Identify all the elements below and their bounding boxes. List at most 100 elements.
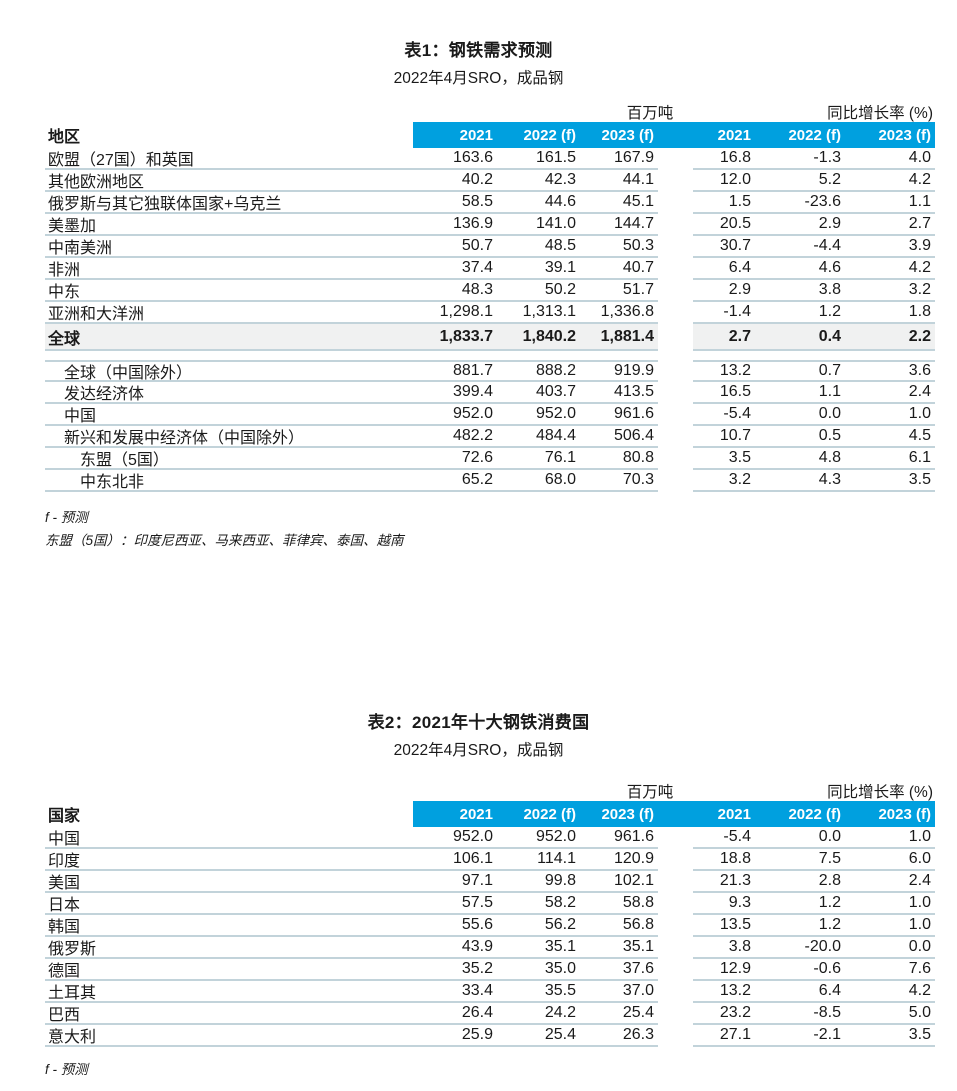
column-spacer <box>658 893 693 915</box>
cell-value: 18.8 <box>719 850 751 867</box>
row-right-block: 6.4 4.6 4.2 <box>693 258 935 280</box>
table-row: 欧盟（27国）和英国 163.6 161.5 167.9 16.8 -1.3 4.0 <box>45 148 935 170</box>
column-spacer <box>658 382 693 404</box>
cell-value: 2.4 <box>908 872 931 889</box>
cell-value: 2.9 <box>728 281 751 298</box>
column-spacer <box>658 981 693 1003</box>
row-right-block: 13.5 1.2 1.0 <box>693 915 935 937</box>
cell-value: 919.9 <box>613 362 654 379</box>
cell-value: 1,336.8 <box>600 303 654 320</box>
cell-value: 1.0 <box>908 894 931 911</box>
cell-value: -5.4 <box>723 828 751 845</box>
row-left-block: 美墨加 136.9 141.0 144.7 <box>45 214 658 236</box>
cell-value: 35.1 <box>622 938 654 955</box>
table-row: 俄罗斯 43.9 35.1 35.1 3.8 -20.0 0.0 <box>45 937 935 959</box>
cell-value: 2.9 <box>818 215 841 232</box>
cell-value: 167.9 <box>613 149 654 166</box>
row-left-block: 意大利 25.9 25.4 26.3 <box>45 1025 658 1047</box>
row-label: 发达经济体 <box>64 386 145 403</box>
row-left-block: 东盟（5国） 72.6 76.1 80.8 <box>45 448 658 470</box>
column-spacer <box>658 302 693 324</box>
cell-value: 1,833.7 <box>439 327 493 345</box>
cell-value: 1,840.2 <box>522 327 576 345</box>
cell-value: 1.0 <box>908 405 931 422</box>
cell-value: 37.6 <box>622 960 654 977</box>
cell-value: 2.2 <box>908 327 931 345</box>
cell-value: 1.0 <box>908 916 931 933</box>
steel-demand-table: 百万吨 同比增长率 (%) 地区 2021 2022 (f) 2023 (f) 2021 20… <box>45 101 935 492</box>
table-row: 中东 48.3 50.2 51.7 2.9 3.8 3.2 <box>45 280 935 302</box>
column-spacer <box>658 280 693 302</box>
row-label: 全球 <box>48 330 81 348</box>
year-header-bar: 2021 2022 (f) 2023 (f) 2021 2022 (f) 2023 (f) <box>413 801 935 827</box>
cell-value: 3.5 <box>908 471 931 488</box>
cell-value: 3.2 <box>728 471 751 488</box>
row-left-block: 日本 57.5 58.2 58.8 <box>45 893 658 915</box>
column-spacer <box>658 448 693 470</box>
row-right-block: -5.4 0.0 1.0 <box>693 827 935 849</box>
row-left-block: 中东 48.3 50.2 51.7 <box>45 280 658 302</box>
row-label: 美国 <box>48 875 81 892</box>
year-col-header: 2023 (f) <box>601 126 654 144</box>
cell-value: 57.5 <box>461 894 493 911</box>
table-header-row: 地区 2021 2022 (f) 2023 (f) 2021 2022 (f) 2023 (… <box>45 122 935 148</box>
cell-value: 58.8 <box>622 894 654 911</box>
cell-value: 1.0 <box>908 828 931 845</box>
table-row: 美国 97.1 99.8 102.1 21.3 2.8 2.4 <box>45 871 935 893</box>
cell-value: 3.8 <box>818 281 841 298</box>
cell-value: 25.4 <box>622 1004 654 1021</box>
column-spacer <box>658 1025 693 1047</box>
row-right-block: 16.8 -1.3 4.0 <box>693 148 935 170</box>
cell-value: 51.7 <box>622 281 654 298</box>
row-left-block: 俄罗斯 43.9 35.1 35.1 <box>45 937 658 959</box>
cell-value: 2.7 <box>728 327 751 345</box>
row-label: 德国 <box>48 963 81 980</box>
column-spacer <box>658 324 693 351</box>
cell-value: 1.1 <box>908 193 931 210</box>
cell-value: 13.2 <box>719 362 751 379</box>
growth-group-header: 同比增长率 (%) <box>827 784 933 801</box>
row-left-block: 发达经济体 399.4 403.7 413.5 <box>45 382 658 404</box>
cell-value: 37.0 <box>622 982 654 999</box>
cell-value: 13.5 <box>719 916 751 933</box>
cell-value: 3.5 <box>908 1026 931 1043</box>
cell-value: 4.8 <box>818 449 841 466</box>
column-spacer <box>658 871 693 893</box>
row-left-block: 中南美洲 50.7 48.5 50.3 <box>45 236 658 258</box>
cell-value: 0.0 <box>908 938 931 955</box>
cell-value: 30.7 <box>719 237 751 254</box>
cell-value: 506.4 <box>613 427 654 444</box>
cell-value: 888.2 <box>535 362 576 379</box>
cell-value: 70.3 <box>622 471 654 488</box>
row-label: 韩国 <box>48 919 81 936</box>
cell-value: 403.7 <box>535 383 576 400</box>
row-label: 东盟（5国） <box>80 452 169 469</box>
cell-value: 23.2 <box>719 1004 751 1021</box>
row-header-label: 地区 <box>48 129 81 146</box>
table-row: 中东北非 65.2 68.0 70.3 3.2 4.3 3.5 <box>45 470 935 492</box>
cell-value: 0.0 <box>818 828 841 845</box>
cell-value: 952.0 <box>535 405 576 422</box>
cell-value: 0.7 <box>818 362 841 379</box>
table-row: 中南美洲 50.7 48.5 50.3 30.7 -4.4 3.9 <box>45 236 935 258</box>
cell-value: 0.5 <box>818 427 841 444</box>
row-left-block: 中东北非 65.2 68.0 70.3 <box>45 470 658 492</box>
cell-value: 40.7 <box>622 259 654 276</box>
steel-demand-forecast-section: 表1：钢铁需求预测 2022年4月SRO，成品钢 百万吨 同比增长率 (%) 地区 2… <box>45 41 935 548</box>
row-right-block: 3.5 4.8 6.1 <box>693 448 935 470</box>
column-spacer <box>658 192 693 214</box>
row-right-block: 13.2 0.7 3.6 <box>693 360 935 382</box>
row-label: 亚洲和大洋洲 <box>48 306 145 323</box>
table2-subtitle: 2022年4月SRO，成品钢 <box>393 742 564 759</box>
row-right-block: 20.5 2.9 2.7 <box>693 214 935 236</box>
row-left-block: 非洲 37.4 39.1 40.7 <box>45 258 658 280</box>
cell-value: 4.2 <box>908 982 931 999</box>
column-spacer <box>658 1003 693 1025</box>
cell-value: 952.0 <box>535 828 576 845</box>
cell-value: 0.0 <box>818 405 841 422</box>
table-row: 全球（中国除外） 881.7 888.2 919.9 13.2 0.7 3.6 <box>45 360 935 382</box>
cell-value: 952.0 <box>452 405 493 422</box>
cell-value: 161.5 <box>535 149 576 166</box>
cell-value: 881.7 <box>452 362 493 379</box>
